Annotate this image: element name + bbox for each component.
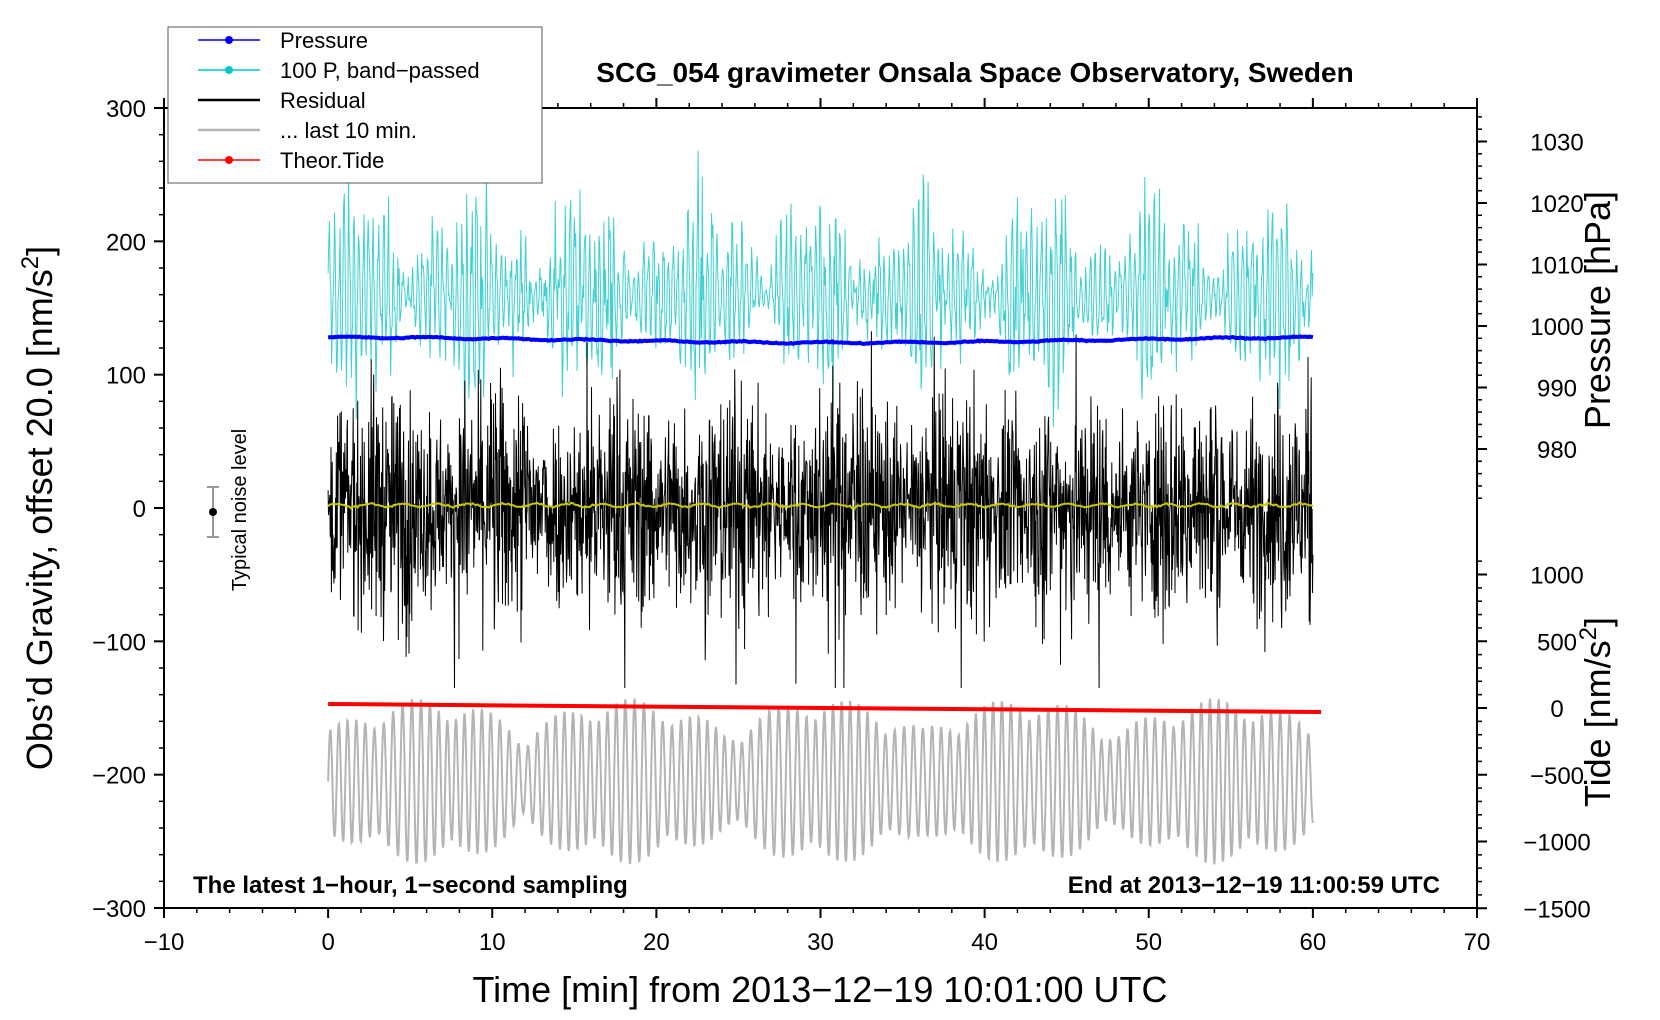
tide-tick-label: 500 (1537, 629, 1577, 656)
legend: Pressure 100 P, band−passed Residual ... la… (167, 26, 543, 184)
x-tick-label: 70 (1464, 929, 1491, 956)
series-last10-line (327, 698, 1314, 865)
series-bandpassed-line (327, 150, 1314, 428)
note-sampling: The latest 1−hour, 1−second sampling (193, 872, 628, 899)
legend-label: Theor.Tide (280, 148, 384, 173)
tide-axis-title-sup: 2 (1575, 627, 1602, 640)
series-residual-line (327, 331, 1314, 689)
tide-axis-title-main: Tide [nm/s (1577, 640, 1618, 807)
data-layer (327, 150, 1322, 865)
x-tick-label: 30 (807, 929, 834, 956)
pressure-axis-title: Pressure [hPa] (1577, 191, 1618, 429)
y-axis-title-main: Obs’d Gravity, offset 20.0 [nm/s (19, 269, 60, 770)
tide-tick-label: −1000 (1523, 830, 1590, 857)
tide-tick-label: −1500 (1523, 896, 1590, 923)
axis-layer: −10 0 10 20 30 40 50 60 70−300−200−1000100200300… (92, 96, 1591, 956)
x-tick-label: 60 (1300, 929, 1327, 956)
series-pressure-line (327, 334, 1314, 346)
legend-swatch-marker (225, 66, 233, 74)
y-tick-label: −300 (92, 896, 146, 923)
x-tick-label: 50 (1135, 929, 1162, 956)
legend-label: 100 P, band−passed (280, 58, 480, 83)
noise-bar-center (209, 508, 217, 516)
y-tick-label: −200 (92, 763, 146, 790)
y-tick-label: 200 (106, 229, 146, 256)
noise-level-indicator: Typical noise level (207, 429, 251, 591)
chart-title: SCG_054 gravimeter Onsala Space Observat… (596, 57, 1353, 88)
legend-label: Pressure (280, 28, 368, 53)
x-axis-title: Time [min] from 2013−12−19 10:01:00 UTC (472, 969, 1167, 1010)
series-smoothed-line (327, 501, 1314, 510)
y-tick-label: 300 (106, 96, 146, 123)
y-tick-label: 100 (106, 363, 146, 390)
x-tick-label: 20 (643, 929, 670, 956)
y-axis-title-end: ] (19, 246, 60, 256)
legend-label: ... last 10 min. (280, 118, 417, 143)
tide-tick-label: −500 (1530, 763, 1584, 790)
legend-swatch-marker (225, 36, 233, 44)
x-tick-label: −10 (144, 929, 185, 956)
noise-level-label: Typical noise level (229, 429, 251, 591)
pressure-tick-label: 1030 (1530, 130, 1583, 157)
x-tick-label: 10 (479, 929, 506, 956)
y-axis-title-sup: 2 (17, 256, 44, 269)
y-tick-label: 0 (133, 496, 146, 523)
tide-axis-title: Tide [nm/s2] (1575, 617, 1618, 807)
legend-label: Residual (280, 88, 366, 113)
note-end-time: End at 2013−12−19 11:00:59 UTC (1068, 872, 1440, 899)
legend-swatch-marker (225, 156, 233, 164)
tide-tick-label: 1000 (1530, 563, 1583, 590)
x-tick-label: 0 (321, 929, 334, 956)
pressure-tick-label: 1010 (1530, 253, 1583, 280)
tide-axis-title-end: ] (1577, 617, 1618, 627)
pressure-tick-label: 1020 (1530, 191, 1583, 218)
y-axis-title: Obs’d Gravity, offset 20.0 [nm/s2] (17, 246, 60, 770)
series-tide-line (328, 702, 1322, 714)
legend-items: Pressure 100 P, band−passed Residual ... la… (198, 28, 480, 173)
y-tick-label: −100 (92, 629, 146, 656)
pressure-tick-label: 1000 (1530, 314, 1583, 341)
pressure-tick-label: 990 (1537, 376, 1577, 403)
x-tick-label: 40 (971, 929, 998, 956)
tide-tick-label: 0 (1550, 696, 1563, 723)
pressure-tick-label: 980 (1537, 437, 1577, 464)
